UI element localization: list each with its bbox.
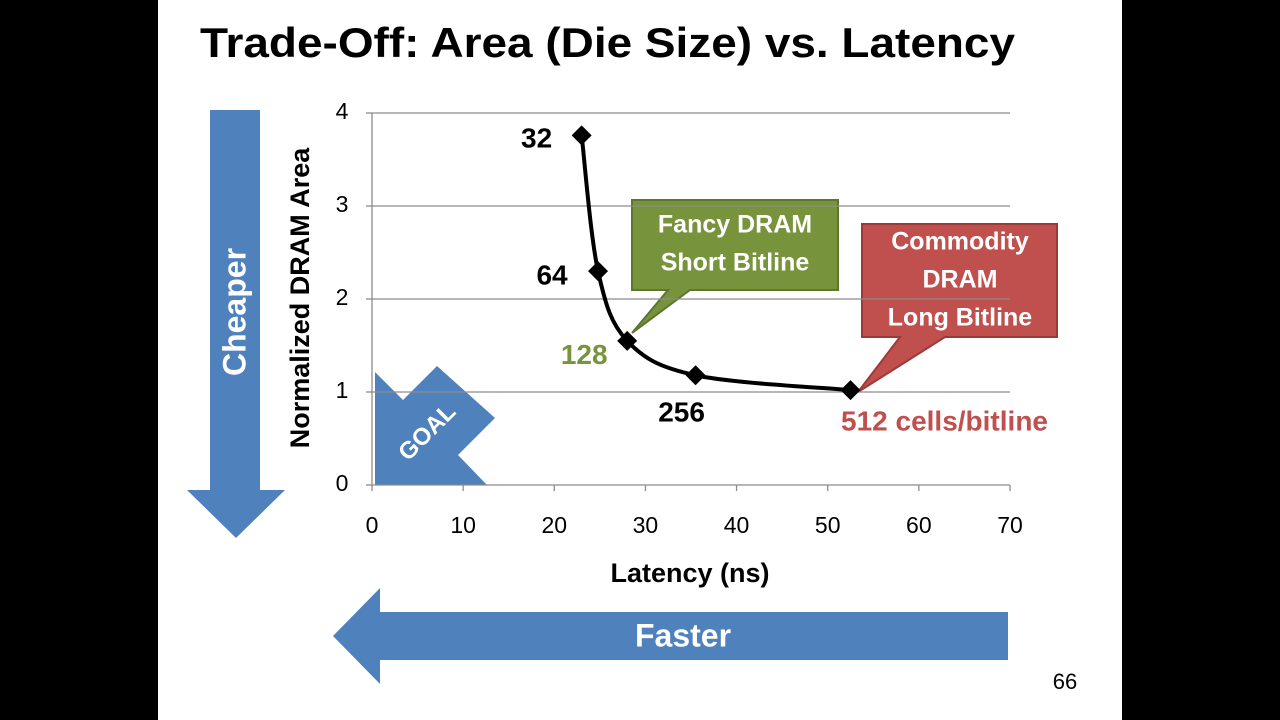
x-tick-label: 30 <box>633 512 659 538</box>
cheaper-arrow <box>187 110 285 538</box>
faster-arrow <box>333 588 1008 684</box>
data-point <box>840 380 861 401</box>
callout-text: DRAM <box>923 266 998 294</box>
goal-arrow <box>375 366 495 485</box>
data-point <box>685 365 706 386</box>
callout-text: Commodity <box>891 228 1029 256</box>
y-tick-label: 4 <box>336 98 349 124</box>
point-label: 128 <box>561 339 608 370</box>
faster-label: Faster <box>635 617 731 653</box>
slide-background <box>158 0 1122 720</box>
x-tick-label: 20 <box>541 512 567 538</box>
slide-title: Trade-Off: Area (Die Size) vs. Latency <box>200 19 1016 66</box>
callout-text: Short Bitline <box>661 249 810 277</box>
point-label: 256 <box>658 397 705 428</box>
point-label: 64 <box>536 259 568 290</box>
fancy-dram-callout <box>631 199 839 334</box>
point-label: 32 <box>521 123 552 154</box>
x-tick-label: 10 <box>450 512 476 538</box>
data-point <box>571 125 592 146</box>
cheaper-label: Cheaper <box>216 248 252 376</box>
y-axis-title: Normalized DRAM Area <box>285 147 315 449</box>
x-axis-title: Latency (ns) <box>610 558 769 588</box>
y-tick-label: 0 <box>336 470 349 496</box>
x-tick-label: 70 <box>997 512 1023 538</box>
data-point <box>617 330 638 351</box>
y-tick-label: 1 <box>336 377 349 403</box>
point-label: 512 cells/bitline <box>841 406 1048 437</box>
y-tick-label: 2 <box>336 284 349 310</box>
commodity-dram-callout <box>857 223 1058 393</box>
data-point <box>588 261 609 282</box>
x-tick-label: 40 <box>724 512 750 538</box>
callout-text: Fancy DRAM <box>658 211 812 239</box>
y-tick-label: 3 <box>336 191 349 217</box>
slide-number: 66 <box>1053 669 1077 694</box>
x-tick-label: 0 <box>366 512 379 538</box>
x-tick-label: 60 <box>906 512 932 538</box>
x-tick-label: 50 <box>815 512 841 538</box>
callout-text: Long Bitline <box>888 304 1033 332</box>
